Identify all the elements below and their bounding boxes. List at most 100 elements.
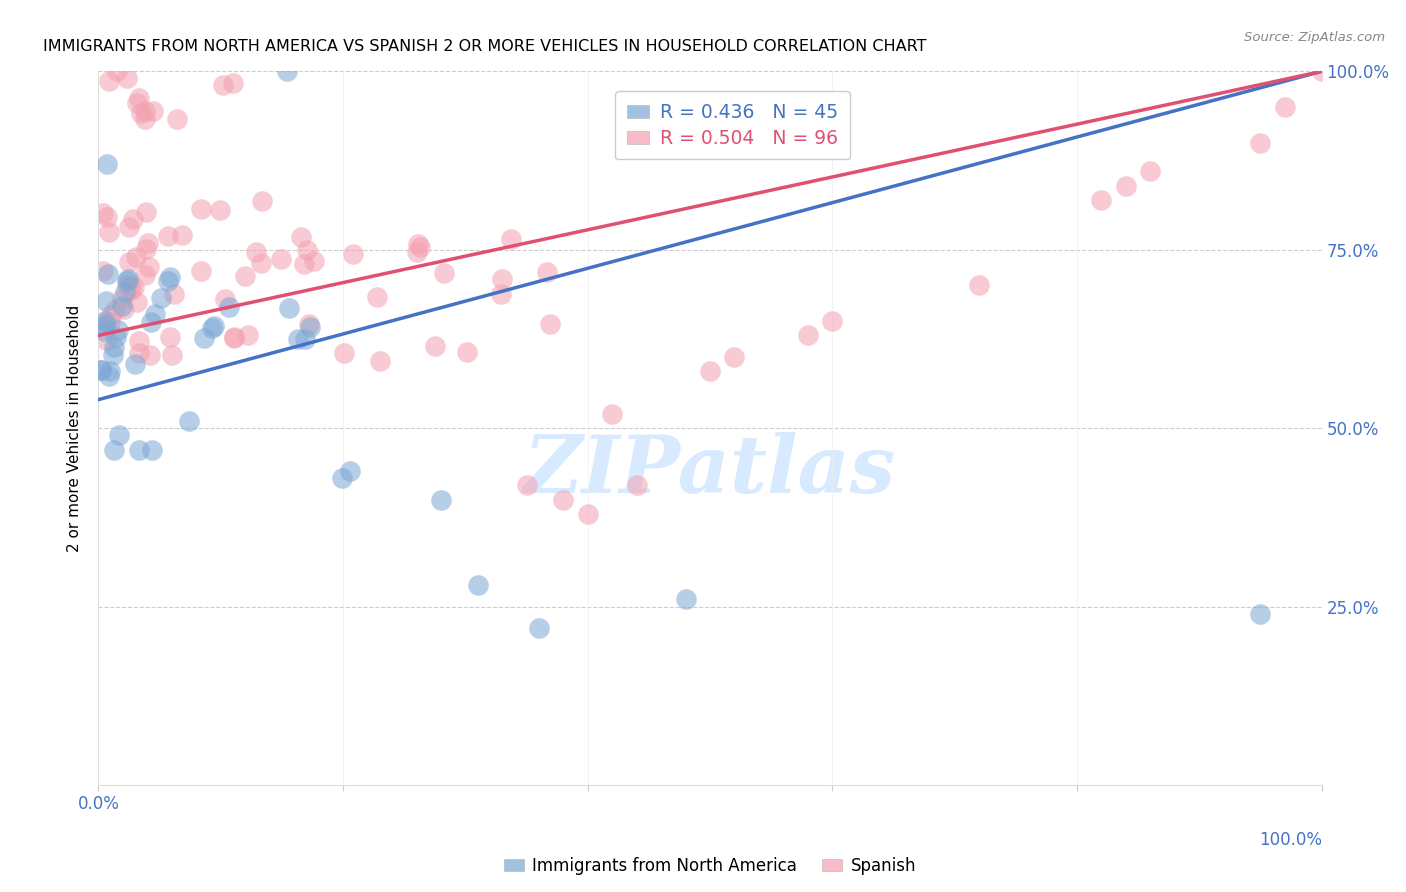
Point	[330, 471, 353, 485]
Point	[156, 228, 179, 243]
Point	[112, 302, 135, 317]
Point	[236, 327, 259, 342]
Point	[245, 245, 267, 260]
Point	[515, 478, 537, 492]
Point	[125, 95, 148, 110]
Point	[96, 211, 118, 225]
Point	[125, 294, 148, 309]
Text: IMMIGRANTS FROM NORTH AMERICA VS SPANISH 2 OR MORE VEHICLES IN HOUSEHOLD CORRELA: IMMIGRANTS FROM NORTH AMERICA VS SPANISH…	[44, 38, 927, 54]
Legend: Immigrants from North America, Spanish: Immigrants from North America, Spanish	[498, 850, 922, 881]
Point	[90, 363, 112, 377]
Point	[298, 320, 321, 334]
Point	[1310, 64, 1333, 78]
Point	[98, 315, 121, 329]
Point	[1274, 100, 1296, 114]
Y-axis label: 2 or more Vehicles in Household: 2 or more Vehicles in Household	[67, 304, 83, 552]
Point	[821, 314, 844, 328]
Point	[202, 318, 225, 333]
Point	[298, 317, 321, 331]
Point	[128, 334, 150, 349]
Point	[98, 364, 121, 378]
Point	[201, 321, 224, 335]
Point	[342, 247, 364, 261]
Point	[114, 285, 136, 300]
Point	[100, 308, 122, 322]
Point	[97, 226, 120, 240]
Point	[139, 348, 162, 362]
Point	[212, 78, 235, 93]
Point	[1115, 178, 1137, 193]
Point	[115, 71, 138, 86]
Point	[287, 332, 309, 346]
Point	[90, 363, 112, 377]
Point	[967, 278, 990, 293]
Text: Source: ZipAtlas.com: Source: ZipAtlas.com	[1244, 31, 1385, 45]
Point	[128, 90, 150, 104]
Text: ZIPatlas: ZIPatlas	[524, 433, 896, 509]
Point	[105, 330, 128, 344]
Point	[501, 232, 523, 246]
Point	[467, 578, 489, 592]
Point	[1249, 136, 1271, 150]
Point	[163, 286, 186, 301]
Point	[190, 264, 212, 278]
Point	[141, 442, 163, 457]
Point	[270, 252, 292, 267]
Point	[134, 112, 156, 127]
Point	[103, 340, 125, 354]
Point	[222, 330, 245, 344]
Point	[172, 228, 194, 243]
Point	[129, 106, 152, 120]
Point	[209, 202, 232, 217]
Point	[105, 64, 128, 78]
Point	[304, 253, 326, 268]
Point	[222, 331, 245, 345]
Point	[93, 324, 115, 338]
Point	[233, 268, 256, 283]
Point	[430, 492, 453, 507]
Point	[366, 290, 388, 304]
Point	[193, 331, 215, 345]
Point	[456, 345, 478, 359]
Point	[425, 339, 447, 353]
Text: 100.0%: 100.0%	[1258, 831, 1322, 849]
Point	[94, 315, 117, 329]
Point	[406, 236, 429, 251]
Point	[142, 103, 165, 118]
Point	[117, 220, 139, 235]
Point	[107, 323, 129, 337]
Point	[136, 235, 159, 250]
Point	[115, 274, 138, 288]
Point	[553, 492, 575, 507]
Point	[124, 357, 146, 371]
Point	[96, 157, 118, 171]
Point	[294, 332, 316, 346]
Point	[489, 286, 512, 301]
Point	[339, 464, 361, 478]
Point	[214, 293, 236, 307]
Point	[117, 271, 139, 285]
Point	[128, 442, 150, 457]
Point	[96, 333, 118, 347]
Point	[409, 240, 432, 254]
Point	[433, 266, 456, 280]
Point	[96, 293, 118, 308]
Point	[103, 442, 125, 457]
Point	[675, 592, 697, 607]
Point	[118, 255, 141, 269]
Point	[527, 621, 550, 635]
Point	[91, 264, 114, 278]
Point	[150, 291, 173, 305]
Point	[405, 244, 427, 259]
Point	[626, 478, 648, 492]
Point	[218, 300, 240, 314]
Point	[600, 407, 623, 421]
Point	[1139, 164, 1161, 178]
Point	[250, 256, 273, 270]
Point	[222, 76, 245, 90]
Point	[1090, 193, 1112, 207]
Point	[115, 277, 138, 292]
Point	[111, 298, 134, 312]
Point	[276, 64, 298, 78]
Point	[128, 346, 150, 360]
